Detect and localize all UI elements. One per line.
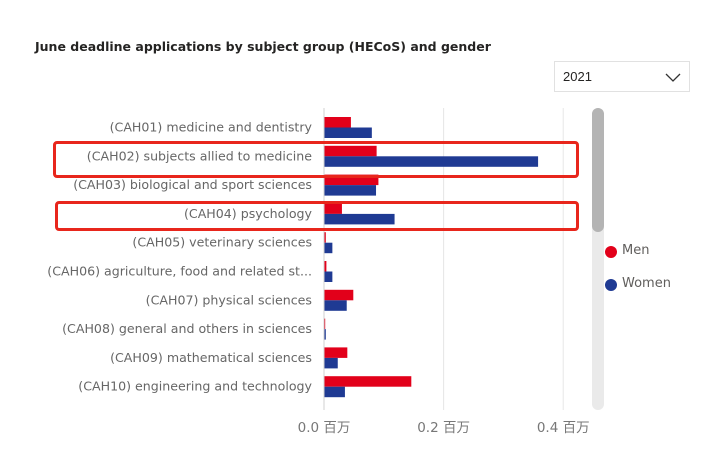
bar-women-7 bbox=[324, 300, 347, 311]
category-label: (CAH08) general and others in sciences bbox=[62, 321, 312, 336]
year-dropdown[interactable]: 2021 bbox=[554, 61, 690, 92]
category-label: (CAH01) medicine and dentistry bbox=[110, 120, 313, 135]
bar-men-3 bbox=[324, 174, 379, 186]
bar-men-7 bbox=[324, 289, 354, 301]
category-label: (CAH09) mathematical sciences bbox=[110, 350, 312, 365]
year-dropdown-value: 2021 bbox=[563, 69, 592, 84]
category-label: (CAH07) physical sciences bbox=[146, 292, 312, 307]
bar-women-1 bbox=[324, 127, 372, 138]
bar-men-8 bbox=[324, 318, 326, 330]
bar-men-10 bbox=[324, 376, 412, 387]
bar-men-2 bbox=[324, 145, 377, 157]
x-tick-label-1: 0.2 百万 bbox=[417, 420, 470, 436]
x-tick-label-2: 0.4 百万 bbox=[537, 420, 590, 436]
chevron-down-icon bbox=[665, 73, 681, 82]
category-label: (CAH02) subjects allied to medicine bbox=[87, 148, 312, 163]
bar-men-5 bbox=[324, 232, 326, 243]
category-label: (CAH10) engineering and technology bbox=[78, 379, 312, 394]
bar-women-6 bbox=[324, 271, 333, 282]
legend-scrollbar-track[interactable] bbox=[592, 108, 604, 410]
legend-label-men: Men bbox=[622, 243, 650, 258]
category-label: (CAH03) biological and sport sciences bbox=[73, 177, 312, 192]
bar-men-9 bbox=[324, 347, 348, 358]
bar-men-1 bbox=[324, 117, 351, 128]
category-label: (CAH06) agriculture, food and related st… bbox=[47, 264, 312, 279]
bar-women-4 bbox=[324, 213, 395, 225]
bar-women-5 bbox=[324, 242, 333, 254]
bar-women-8 bbox=[324, 329, 326, 340]
legend-swatch-women bbox=[605, 279, 617, 291]
bar-women-9 bbox=[324, 357, 338, 369]
x-tick-label-0: 0.0 百万 bbox=[298, 420, 351, 436]
bar-men-4 bbox=[324, 203, 342, 214]
legend-swatch-men bbox=[605, 246, 617, 258]
bar-women-2 bbox=[324, 156, 539, 167]
legend-label-women: Women bbox=[622, 276, 671, 291]
category-label: (CAH05) veterinary sciences bbox=[132, 235, 312, 250]
category-label: (CAH04) psychology bbox=[184, 206, 313, 221]
bar-women-10 bbox=[324, 386, 345, 398]
chart-title: June deadline applications by subject gr… bbox=[35, 39, 491, 54]
bar-chart: (CAH01) medicine and dentistry (CAH02) su… bbox=[47, 108, 590, 436]
legend-scrollbar-thumb[interactable] bbox=[592, 108, 604, 232]
bar-women-3 bbox=[324, 185, 377, 196]
bar-men-6 bbox=[324, 261, 327, 272]
